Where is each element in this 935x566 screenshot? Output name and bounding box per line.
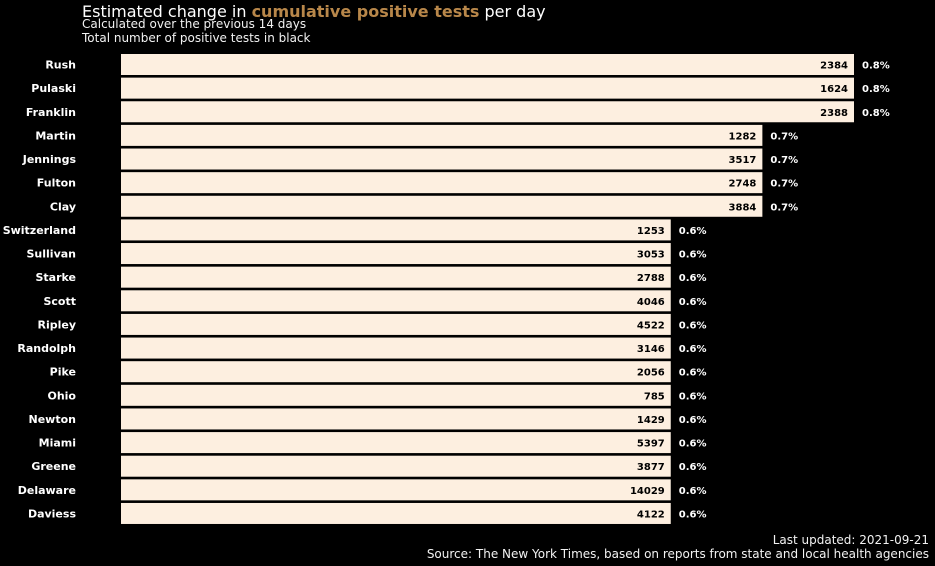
value-label: 0.7% (770, 131, 798, 142)
category-label: Greene (31, 460, 76, 473)
total-label: 3884 (729, 202, 757, 213)
bar (121, 195, 763, 217)
total-label: 3517 (729, 155, 757, 166)
bar (121, 455, 671, 477)
source-note: Source: The New York Times, based on rep… (426, 547, 929, 561)
category-label: Ohio (47, 389, 76, 402)
value-label: 0.6% (679, 226, 707, 237)
total-label: 5397 (637, 439, 665, 450)
value-label: 0.6% (679, 462, 707, 473)
chart-title: Estimated change in cumulative positive … (82, 2, 546, 21)
value-label: 0.7% (770, 202, 798, 213)
value-label: 0.7% (770, 179, 798, 190)
category-label: Daviess (28, 507, 77, 520)
total-label: 3146 (637, 344, 665, 355)
bar (121, 266, 671, 288)
total-label: 3877 (637, 462, 665, 473)
chart-title-highlight: cumulative positive tests (251, 2, 480, 21)
total-label: 1624 (820, 84, 848, 95)
total-label: 785 (644, 391, 665, 402)
bar (121, 172, 763, 194)
total-label: 4522 (637, 320, 665, 331)
value-label: 0.6% (679, 509, 707, 520)
bar (121, 290, 671, 312)
value-label: 0.6% (679, 250, 707, 261)
value-label: 0.6% (679, 344, 707, 355)
bar (121, 77, 854, 99)
chart-title-suffix: per day (479, 2, 546, 21)
bar (121, 54, 854, 75)
category-label: Miami (39, 437, 76, 450)
bar (121, 243, 671, 265)
value-label: 0.6% (679, 273, 707, 284)
value-label: 0.6% (679, 415, 707, 426)
category-label: Martin (35, 129, 76, 142)
bar (121, 219, 671, 241)
bar (121, 502, 671, 524)
category-label: Scott (43, 295, 76, 308)
total-label: 1253 (637, 226, 665, 237)
category-label: Jennings (22, 153, 77, 166)
category-label: Delaware (18, 484, 76, 497)
category-label: Randolph (17, 342, 76, 355)
total-label: 14029 (630, 486, 665, 497)
value-label: 0.8% (862, 108, 890, 119)
value-label: 0.6% (679, 486, 707, 497)
total-label: 1282 (729, 131, 757, 142)
total-label: 1429 (637, 415, 665, 426)
bar (121, 479, 671, 501)
value-label: 0.6% (679, 391, 707, 402)
bar (121, 148, 763, 170)
value-label: 0.7% (770, 155, 798, 166)
value-label: 0.6% (679, 439, 707, 450)
chart-subtitle-period: Calculated over the previous 14 days (82, 17, 307, 31)
total-label: 2384 (820, 61, 848, 72)
category-label: Clay (50, 200, 76, 213)
category-label: Switzerland (3, 224, 76, 237)
value-label: 0.8% (862, 84, 890, 95)
category-label: Fulton (37, 177, 76, 190)
total-label: 3053 (637, 250, 665, 261)
category-label: Pike (50, 366, 76, 379)
bar (121, 361, 671, 383)
value-label: 0.6% (679, 368, 707, 379)
category-label: Franklin (26, 106, 76, 119)
bar (121, 384, 671, 406)
value-label: 0.8% (862, 61, 890, 72)
bar (121, 432, 671, 454)
bar (121, 337, 671, 359)
chart-subtitle-note: Total number of positive tests in black (82, 31, 311, 45)
value-label: 0.6% (679, 297, 707, 308)
category-label: Pulaski (31, 82, 76, 95)
category-label: Rush (45, 59, 76, 72)
total-label: 2056 (637, 368, 665, 379)
total-label: 4122 (637, 509, 665, 520)
total-label: 4046 (637, 297, 665, 308)
total-label: 2388 (820, 108, 848, 119)
bar (121, 124, 763, 146)
bar (121, 101, 854, 123)
chart-title-prefix: Estimated change in (82, 2, 252, 21)
category-label: Starke (35, 271, 76, 284)
category-label: Newton (29, 413, 76, 426)
category-label: Ripley (37, 318, 76, 331)
value-label: 0.6% (679, 320, 707, 331)
bar (121, 313, 671, 335)
category-label: Sullivan (27, 248, 77, 261)
total-label: 2748 (729, 179, 757, 190)
total-label: 2788 (637, 273, 665, 284)
bar (121, 408, 671, 430)
last-updated: Last updated: 2021-09-21 (772, 533, 929, 547)
